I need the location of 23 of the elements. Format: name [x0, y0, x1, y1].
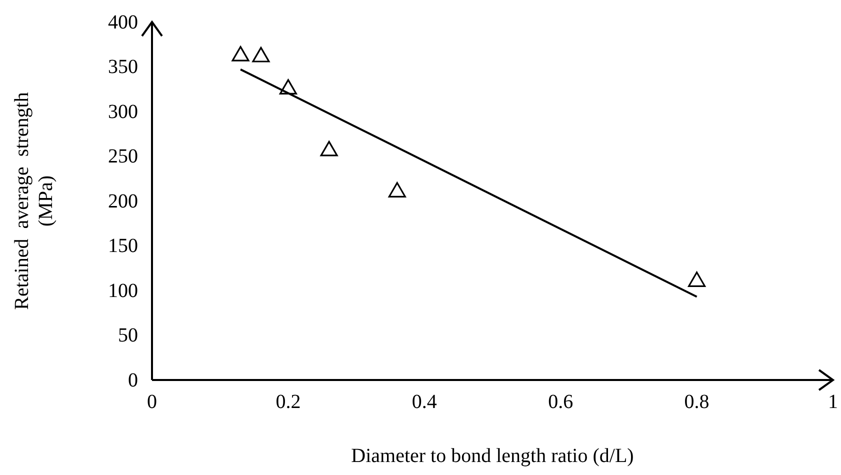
y-tick-label: 0	[128, 369, 138, 392]
y-tick-label: 50	[118, 324, 138, 347]
y-tick-label: 100	[108, 280, 138, 302]
y-tick-label: 200	[108, 190, 138, 212]
x-axis-title: Diameter to bond length ratio (d/L)	[351, 445, 634, 467]
x-tick-label: 0.6	[548, 391, 574, 414]
y-axis-title: Retained average strength (MPa)	[11, 92, 57, 310]
point	[688, 272, 706, 287]
point	[252, 46, 270, 62]
point	[279, 79, 297, 95]
y-tick-label: 300	[108, 100, 138, 123]
point	[320, 140, 338, 156]
point	[388, 182, 406, 198]
x-tick-label: 0.2	[276, 391, 301, 414]
x-tick-label: 0.8	[684, 391, 710, 414]
y-tick-label: 250	[108, 146, 138, 168]
x-tick-label: 1	[828, 391, 838, 414]
y-tick-label: 350	[108, 56, 138, 78]
y-tick-label: 150	[108, 235, 138, 258]
point	[232, 46, 250, 62]
x-tick-label: 0	[147, 391, 157, 414]
y-tick-label: 400	[108, 11, 138, 34]
x-tick-label: 0.4	[412, 391, 437, 414]
